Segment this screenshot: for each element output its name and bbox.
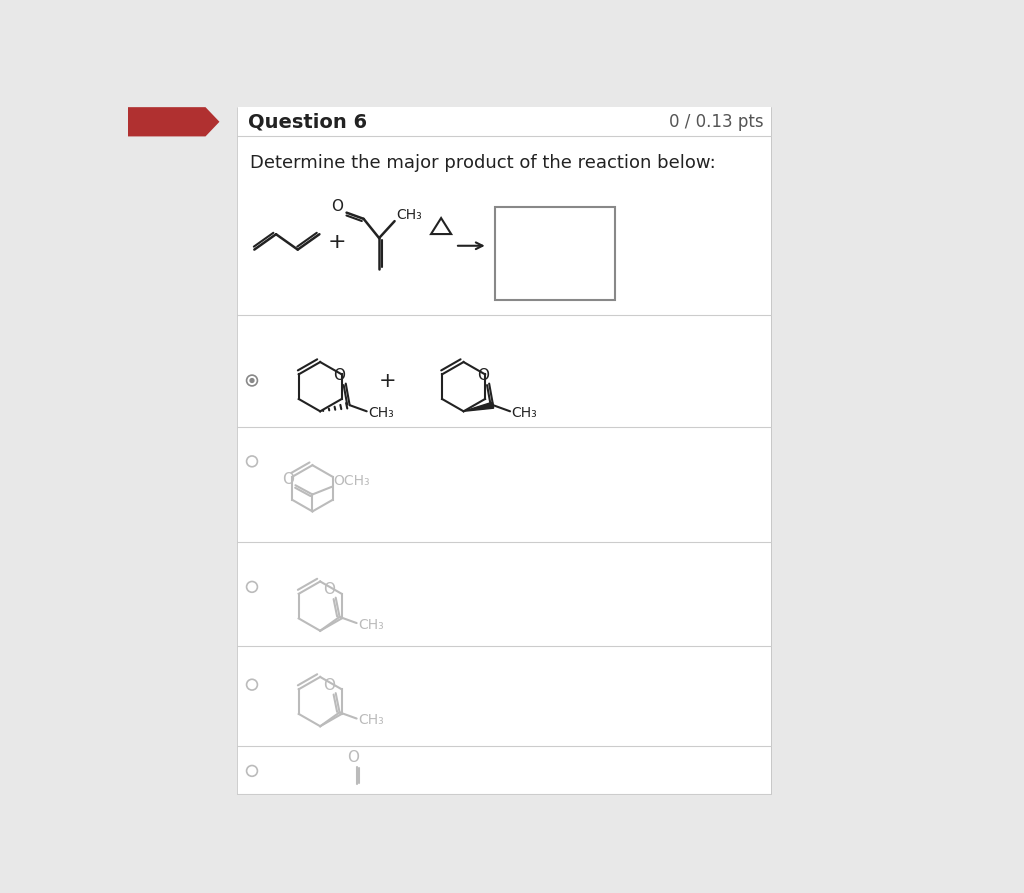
- Text: +: +: [327, 232, 346, 252]
- Text: O: O: [331, 199, 343, 214]
- Polygon shape: [128, 107, 219, 137]
- Bar: [771, 107, 922, 795]
- Bar: [237, 107, 771, 795]
- Circle shape: [250, 379, 254, 382]
- Text: CH₃: CH₃: [512, 405, 538, 420]
- Text: O: O: [324, 582, 336, 597]
- Text: CH₃: CH₃: [358, 618, 384, 631]
- Text: O: O: [324, 678, 336, 693]
- Polygon shape: [464, 402, 494, 412]
- Text: O: O: [347, 750, 358, 765]
- Text: O: O: [477, 369, 488, 383]
- Text: +: +: [379, 371, 396, 390]
- Text: O: O: [334, 369, 345, 383]
- Bar: [496, 207, 615, 300]
- Text: Incorrect: Incorrect: [128, 114, 206, 129]
- Text: O: O: [282, 472, 294, 487]
- Text: CH₃: CH₃: [358, 714, 384, 727]
- Bar: [128, 107, 237, 795]
- Text: 0 / 0.13 pts: 0 / 0.13 pts: [669, 113, 764, 130]
- Text: Question 6: Question 6: [248, 113, 368, 131]
- Text: OCH₃: OCH₃: [334, 473, 370, 488]
- Text: Determine the major product of the reaction below:: Determine the major product of the react…: [251, 154, 716, 171]
- Text: CH₃: CH₃: [396, 208, 422, 222]
- Text: CH₃: CH₃: [369, 405, 394, 420]
